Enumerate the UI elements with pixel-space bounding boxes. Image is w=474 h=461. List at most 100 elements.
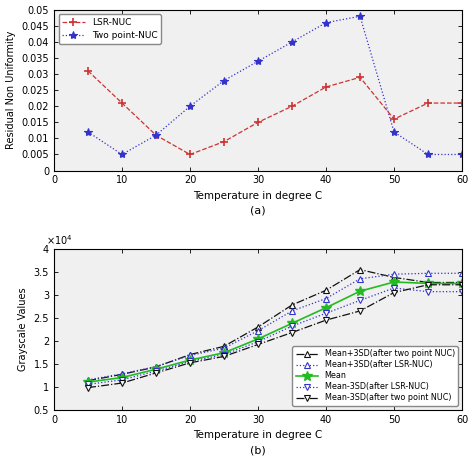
LSR-NUC: [221, 139, 227, 144]
Mean: [255, 336, 261, 342]
Mean+3SD(after two point NUC): [289, 302, 295, 308]
Mean+3SD(after two point NUC): [187, 352, 193, 357]
Y-axis label: Residual Non Uniformity: Residual Non Uniformity: [6, 31, 16, 149]
Mean+3SD(after two point NUC): [391, 275, 397, 280]
LSR-NUC: [119, 100, 125, 106]
Mean-3SD(after LSR-NUC): [459, 289, 465, 295]
Mean+3SD(after two point NUC): [153, 364, 159, 370]
Mean+3SD(after two point NUC): [425, 280, 431, 285]
Two point-NUC: [289, 39, 295, 45]
Mean-3SD(after LSR-NUC): [85, 382, 91, 387]
Mean-3SD(after LSR-NUC): [255, 339, 261, 344]
Mean+3SD(after two point NUC): [323, 288, 329, 293]
Line: Two point-NUC: Two point-NUC: [84, 12, 466, 159]
Mean: [187, 357, 193, 363]
Two point-NUC: [425, 152, 431, 157]
Mean+3SD(after LSR-NUC): [357, 276, 363, 282]
Two point-NUC: [391, 129, 397, 135]
Mean-3SD(after LSR-NUC): [187, 359, 193, 364]
Mean: [425, 281, 431, 286]
Mean-3SD(after two point NUC): [119, 380, 125, 386]
LSR-NUC: [391, 116, 397, 122]
Mean+3SD(after LSR-NUC): [221, 345, 227, 351]
Mean+3SD(after LSR-NUC): [153, 364, 159, 369]
Mean: [289, 320, 295, 326]
Mean-3SD(after two point NUC): [425, 282, 431, 288]
X-axis label: Temperature in degree C: Temperature in degree C: [193, 191, 323, 201]
LSR-NUC: [255, 119, 261, 125]
Mean+3SD(after two point NUC): [255, 324, 261, 330]
Mean-3SD(after LSR-NUC): [221, 352, 227, 357]
Mean+3SD(after two point NUC): [459, 280, 465, 285]
Mean: [323, 305, 329, 311]
Line: Mean: Mean: [83, 277, 467, 387]
Line: Mean-3SD(after LSR-NUC): Mean-3SD(after LSR-NUC): [84, 284, 465, 388]
Two point-NUC: [459, 152, 465, 157]
LSR-NUC: [357, 75, 363, 80]
Mean-3SD(after LSR-NUC): [119, 377, 125, 383]
Mean+3SD(after LSR-NUC): [323, 296, 329, 301]
Two point-NUC: [85, 129, 91, 135]
LSR-NUC: [187, 152, 193, 157]
Y-axis label: Grayscale Values: Grayscale Values: [18, 288, 28, 371]
Mean: [153, 366, 159, 372]
Mean-3SD(after LSR-NUC): [323, 310, 329, 316]
Mean+3SD(after LSR-NUC): [289, 308, 295, 314]
Mean-3SD(after two point NUC): [221, 354, 227, 359]
Two point-NUC: [323, 20, 329, 25]
LSR-NUC: [289, 104, 295, 109]
Two point-NUC: [255, 59, 261, 64]
Mean-3SD(after two point NUC): [187, 360, 193, 366]
Mean-3SD(after LSR-NUC): [289, 323, 295, 329]
LSR-NUC: [459, 100, 465, 106]
LSR-NUC: [153, 132, 159, 138]
Mean+3SD(after two point NUC): [85, 378, 91, 384]
Mean+3SD(after two point NUC): [119, 372, 125, 377]
Mean+3SD(after LSR-NUC): [391, 272, 397, 277]
Mean-3SD(after two point NUC): [323, 317, 329, 323]
LSR-NUC: [323, 84, 329, 90]
LSR-NUC: [85, 68, 91, 74]
Mean-3SD(after two point NUC): [153, 370, 159, 376]
Text: (b): (b): [250, 445, 266, 455]
Mean+3SD(after LSR-NUC): [459, 271, 465, 276]
Text: $\times10^4$: $\times10^4$: [46, 234, 73, 248]
Mean: [459, 281, 465, 286]
Mean-3SD(after LSR-NUC): [425, 289, 431, 295]
Line: Mean+3SD(after LSR-NUC): Mean+3SD(after LSR-NUC): [84, 270, 465, 383]
Mean-3SD(after two point NUC): [289, 330, 295, 335]
Two point-NUC: [119, 152, 125, 157]
Line: Mean+3SD(after two point NUC): Mean+3SD(after two point NUC): [84, 266, 465, 384]
Mean-3SD(after two point NUC): [391, 290, 397, 296]
Mean-3SD(after two point NUC): [459, 282, 465, 288]
Mean: [85, 379, 91, 385]
Mean+3SD(after LSR-NUC): [255, 328, 261, 333]
Mean-3SD(after two point NUC): [255, 342, 261, 347]
Line: LSR-NUC: LSR-NUC: [84, 67, 466, 159]
Two point-NUC: [357, 13, 363, 19]
Mean+3SD(after LSR-NUC): [425, 271, 431, 276]
Mean-3SD(after LSR-NUC): [153, 368, 159, 374]
Mean+3SD(after LSR-NUC): [85, 377, 91, 383]
Mean+3SD(after two point NUC): [221, 343, 227, 349]
Line: Mean-3SD(after two point NUC): Mean-3SD(after two point NUC): [84, 281, 465, 391]
Mean-3SD(after LSR-NUC): [357, 298, 363, 303]
Two point-NUC: [221, 78, 227, 83]
Mean: [357, 289, 363, 294]
Two point-NUC: [187, 104, 193, 109]
X-axis label: Temperature in degree C: Temperature in degree C: [193, 430, 323, 440]
Mean: [119, 375, 125, 380]
Mean+3SD(after LSR-NUC): [119, 371, 125, 377]
Mean+3SD(after LSR-NUC): [187, 353, 193, 358]
Mean-3SD(after LSR-NUC): [391, 285, 397, 291]
Mean: [221, 350, 227, 355]
Two point-NUC: [153, 132, 159, 138]
Text: (a): (a): [250, 206, 266, 216]
LSR-NUC: [425, 100, 431, 106]
Mean+3SD(after two point NUC): [357, 267, 363, 272]
Legend: LSR-NUC, Two point-NUC: LSR-NUC, Two point-NUC: [58, 14, 161, 44]
Legend: Mean+3SD(after two point NUC), Mean+3SD(after LSR-NUC), Mean, Mean-3SD(after LSR: Mean+3SD(after two point NUC), Mean+3SD(…: [292, 346, 458, 406]
Mean-3SD(after two point NUC): [357, 308, 363, 314]
Mean-3SD(after two point NUC): [85, 385, 91, 390]
Mean: [391, 279, 397, 285]
